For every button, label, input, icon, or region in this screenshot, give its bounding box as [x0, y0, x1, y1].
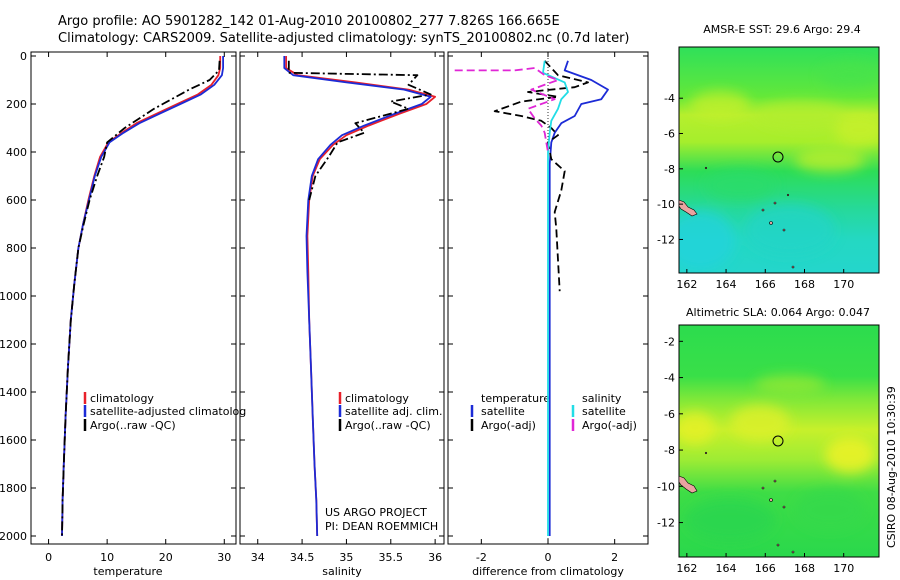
sst_map-ytick-label: -10	[657, 198, 675, 211]
sla_map-ytick-label: -6	[664, 408, 675, 421]
data-lines-layer	[61, 52, 609, 544]
depth-tick-label: 1600	[0, 434, 27, 447]
temperature-xtick-label: 0	[45, 551, 52, 564]
difference-xtick-label: -2	[476, 551, 487, 564]
temperature-panel-frame	[30, 51, 237, 545]
depth-tick-label: 1000	[0, 290, 27, 303]
sla-map-field	[679, 325, 879, 557]
difference-xtick-label: 2	[611, 551, 618, 564]
temperature-legend-item-1: climatology	[90, 392, 154, 405]
salinity-xtick-label: 36	[428, 551, 442, 564]
depth-tick-label: 1800	[0, 482, 27, 495]
sla_map-xtick-label: 164	[716, 562, 737, 575]
depth-tick-label: 1400	[0, 386, 27, 399]
sla_map-xtick-label: 162	[676, 562, 697, 575]
difference-legend: temperature salinity satellite Argo(-adj…	[470, 392, 637, 432]
difference-legend-temp-argo: Argo(-adj)	[481, 419, 536, 432]
difference-xtick-label: 0	[545, 551, 552, 564]
sla_map-ytick-label: -4	[664, 372, 675, 385]
depth-tick-label: 600	[6, 194, 27, 207]
sst_map-ytick-label: -4	[664, 92, 675, 105]
salinity-series-argo-raw-qc-	[287, 60, 432, 201]
temperature-legend-item-2: satellite-adjusted climatolog	[90, 405, 246, 418]
sla-map-argo-marker	[772, 435, 784, 447]
sst_map-xtick-label: 170	[833, 278, 854, 291]
sst_map-ytick-label: -8	[664, 163, 675, 176]
temperature-series-climatology	[61, 56, 222, 537]
sst-map-title: AMSR-E SST: 29.6 Argo: 29.4	[703, 23, 861, 36]
axis-ticks-layer: 0 10 20 30 34 34.5 35 35.5 36 -2 0 2020040060080010…	[0, 50, 854, 575]
difference-axis-label: difference from climatology	[472, 565, 624, 578]
temperature-axis-label: temperature	[93, 565, 162, 578]
depth-tick-label: 1200	[0, 338, 27, 351]
sla-map-frame	[678, 324, 880, 558]
pi-annotation: PI: DEAN ROEMMICH	[325, 520, 438, 533]
sla_map-xtick-label: 166	[755, 562, 776, 575]
depth-tick-label: 200	[6, 98, 27, 111]
sst_map-ytick-label: -12	[657, 233, 675, 246]
salinity-legend: climatology satellite adj. clim. Argo(..…	[338, 392, 442, 432]
sst-map-argo-marker	[772, 151, 784, 163]
salinity-series-satellite-adj-clim-	[283, 56, 432, 537]
depth-tick-label: 0	[20, 50, 27, 63]
salinity-xtick-label: 34.5	[290, 551, 315, 564]
sst_map-xtick-label: 168	[794, 278, 815, 291]
sst-map-field	[679, 47, 879, 273]
temperature-series-argo-raw-qc-	[61, 60, 221, 537]
salinity-legend-item-1: climatology	[345, 392, 409, 405]
temperature-xtick-label: 30	[217, 551, 231, 564]
temperature-xtick-label: 10	[100, 551, 114, 564]
salinity-xtick-label: 35	[339, 551, 353, 564]
sla_map-ytick-label: -12	[657, 517, 675, 530]
difference-series-salinity-argo-adj-	[454, 67, 559, 153]
difference-series-temperature-satellite	[548, 60, 609, 536]
sla-map-islands	[678, 451, 795, 554]
depth-tick-label: 800	[6, 242, 27, 255]
salinity-legend-item-3: Argo(..raw -QC)	[345, 419, 431, 432]
depth-tick-label: 400	[6, 146, 27, 159]
sla-map-title: Altimetric SLA: 0.064 Argo: 0.047	[686, 306, 870, 319]
sst_map-xtick-label: 162	[676, 278, 697, 291]
salinity-xtick-label: 34	[251, 551, 265, 564]
depth-tick-label: 2000	[0, 530, 27, 543]
difference-legend-sal-argo: Argo(-adj)	[582, 419, 637, 432]
salinity-axis-label: salinity	[322, 565, 362, 578]
difference-series-temperature-argo-adj-	[493, 60, 589, 292]
difference-series-salinity-satellite	[542, 60, 569, 536]
temperature-legend-item-3: Argo(..raw -QC)	[90, 419, 176, 432]
temperature-series-satellite-adjusted-climatology	[61, 56, 224, 537]
sst_map-xtick-label: 164	[716, 278, 737, 291]
figure-title-line2: Climatology: CARS2009. Satellite-adjuste…	[58, 31, 630, 46]
figure-title-line1: Argo profile: AO 5901282_142 01-Aug-2010…	[58, 14, 560, 29]
difference-legend-temperature-title: temperature	[481, 392, 550, 405]
sla_map-xtick-label: 170	[833, 562, 854, 575]
sst-map-islands	[678, 166, 795, 269]
sla_map-xtick-label: 168	[794, 562, 815, 575]
sla_map-ytick-label: -8	[664, 444, 675, 457]
project-annotation: US ARGO PROJECT	[325, 506, 427, 519]
salinity-legend-item-2: satellite adj. clim.	[345, 405, 442, 418]
temperature-legend: climatology satellite-adjusted climatolo…	[83, 392, 246, 432]
timestamp-side-text: CSIRO 08-Aug-2010 10:30:39	[885, 386, 898, 548]
difference-legend-temp-satellite: satellite	[481, 405, 525, 418]
sst_map-xtick-label: 166	[755, 278, 776, 291]
difference-legend-salinity-title: salinity	[582, 392, 622, 405]
sla_map-ytick-label: -2	[664, 335, 675, 348]
sst_map-ytick-label: -6	[664, 128, 675, 141]
salinity-xtick-label: 35.5	[379, 551, 404, 564]
salinity-panel-frame	[239, 51, 445, 545]
difference-legend-sal-satellite: satellite	[582, 405, 626, 418]
temperature-xtick-label: 20	[159, 551, 173, 564]
sst-map-frame	[678, 46, 880, 274]
sla_map-ytick-label: -10	[657, 480, 675, 493]
